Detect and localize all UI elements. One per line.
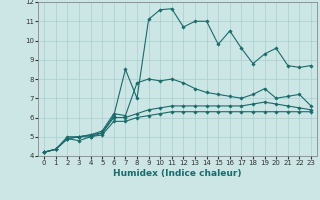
X-axis label: Humidex (Indice chaleur): Humidex (Indice chaleur) bbox=[113, 169, 242, 178]
